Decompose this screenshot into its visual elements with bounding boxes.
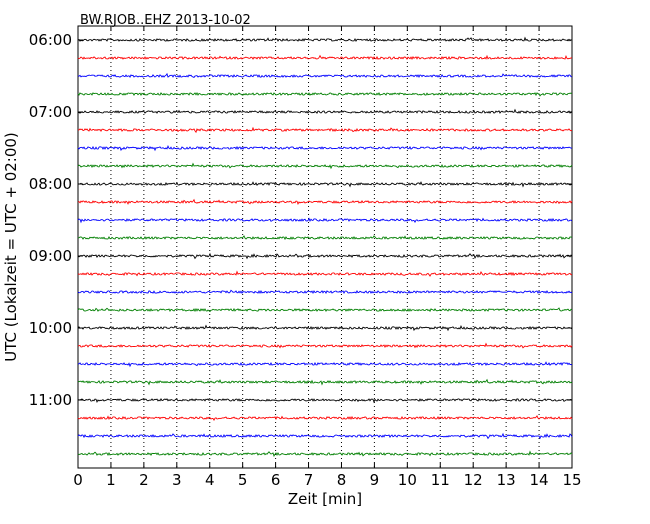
plot-area-frame: [77, 25, 573, 469]
trace-line: [77, 270, 573, 277]
y-tick-label: 10:00: [29, 319, 72, 337]
x-tick-label: 3: [172, 471, 182, 489]
x-tick-label: 7: [304, 471, 314, 489]
trace-line: [77, 217, 573, 224]
x-tick-label: 0: [73, 471, 83, 489]
y-axis-label: UTC (Lokalzeit = UTC + 02:00): [2, 132, 20, 362]
trace-line: [77, 108, 573, 114]
trace-line: [77, 235, 573, 241]
x-tick-label: 6: [271, 471, 281, 489]
y-tick-label: 09:00: [29, 247, 72, 265]
x-tick-label: 4: [205, 471, 215, 489]
trace-line: [77, 378, 573, 386]
trace-line: [77, 198, 573, 206]
trace-line: [77, 91, 573, 97]
trace-line: [77, 54, 573, 61]
x-tick-label: 8: [337, 471, 347, 489]
trace-line: [77, 361, 573, 368]
trace-line: [77, 432, 573, 440]
y-axis-ticks: 06:00 07:00 08:00 09:00 10:00 11:00: [29, 31, 572, 409]
trace-line: [77, 72, 573, 79]
trace-line: [77, 342, 573, 349]
x-tick-label: 10: [398, 471, 417, 489]
y-tick-label: 07:00: [29, 103, 72, 121]
trace-line: [77, 450, 573, 457]
y-tick-label: 06:00: [29, 31, 72, 49]
x-tick-label: 13: [497, 471, 516, 489]
x-axis-ticks: 0 1 2 3 4 5 6 7 8 9 10 11 12 13 14 15: [73, 26, 582, 489]
trace-line: [77, 289, 573, 295]
x-tick-label: 15: [562, 471, 581, 489]
x-tick-label: 5: [238, 471, 248, 489]
trace-line: [77, 252, 573, 260]
trace-line: [77, 398, 573, 404]
trace-line: [77, 126, 573, 134]
y-tick-label: 11:00: [29, 391, 72, 409]
trace-line: [77, 181, 573, 188]
trace-line: [77, 145, 573, 152]
trace-line: [77, 324, 573, 332]
trace-line: [77, 36, 573, 43]
trace-layer: [77, 36, 573, 457]
x-axis-label: Zeit [min]: [288, 490, 362, 508]
trace-line: [77, 162, 573, 170]
x-tick-label: 12: [464, 471, 483, 489]
y-tick-label: 08:00: [29, 175, 72, 193]
trace-line: [77, 415, 573, 421]
grid-lines: [110, 26, 540, 468]
x-tick-label: 14: [530, 471, 549, 489]
x-tick-label: 11: [431, 471, 450, 489]
trace-line: [77, 307, 573, 313]
x-tick-label: 9: [370, 471, 380, 489]
chart-title: BW.RJOB..EHZ 2013-10-02: [80, 13, 251, 28]
x-tick-label: 1: [106, 471, 116, 489]
x-tick-label: 2: [139, 471, 149, 489]
